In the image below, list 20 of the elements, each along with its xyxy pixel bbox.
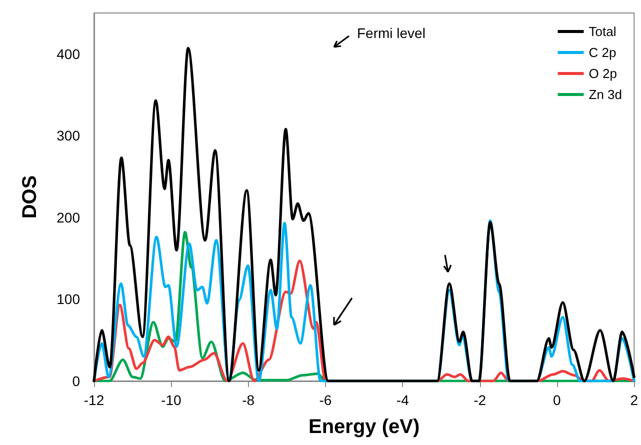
x-axis-title: Energy (eV) xyxy=(308,416,420,438)
x-tick-label: 2 xyxy=(630,392,638,408)
x-tick-label: 0 xyxy=(553,392,562,408)
y-tick-label: 400 xyxy=(56,46,80,62)
x-tick-label: -6 xyxy=(319,392,332,408)
legend-label: C 2p xyxy=(588,45,616,60)
x-tick-label: -4 xyxy=(396,392,410,408)
x-tick-label: -2 xyxy=(474,392,486,408)
x-tick-label: -10 xyxy=(161,392,182,408)
y-tick-label: 200 xyxy=(56,209,80,226)
x-tick-label: -12 xyxy=(84,392,104,408)
y-tick-label: 0 xyxy=(72,373,80,389)
legend-label: O 2p xyxy=(588,66,617,81)
y-tick-label: 100 xyxy=(56,291,80,308)
y-axis-title: DOS xyxy=(19,175,41,219)
annotation: Fermi level xyxy=(357,25,426,41)
legend-label: Zn 3d xyxy=(588,87,622,102)
y-tick-label: 300 xyxy=(56,128,80,144)
legend-label: Total xyxy=(588,24,616,39)
x-tick-label: -8 xyxy=(242,392,255,408)
